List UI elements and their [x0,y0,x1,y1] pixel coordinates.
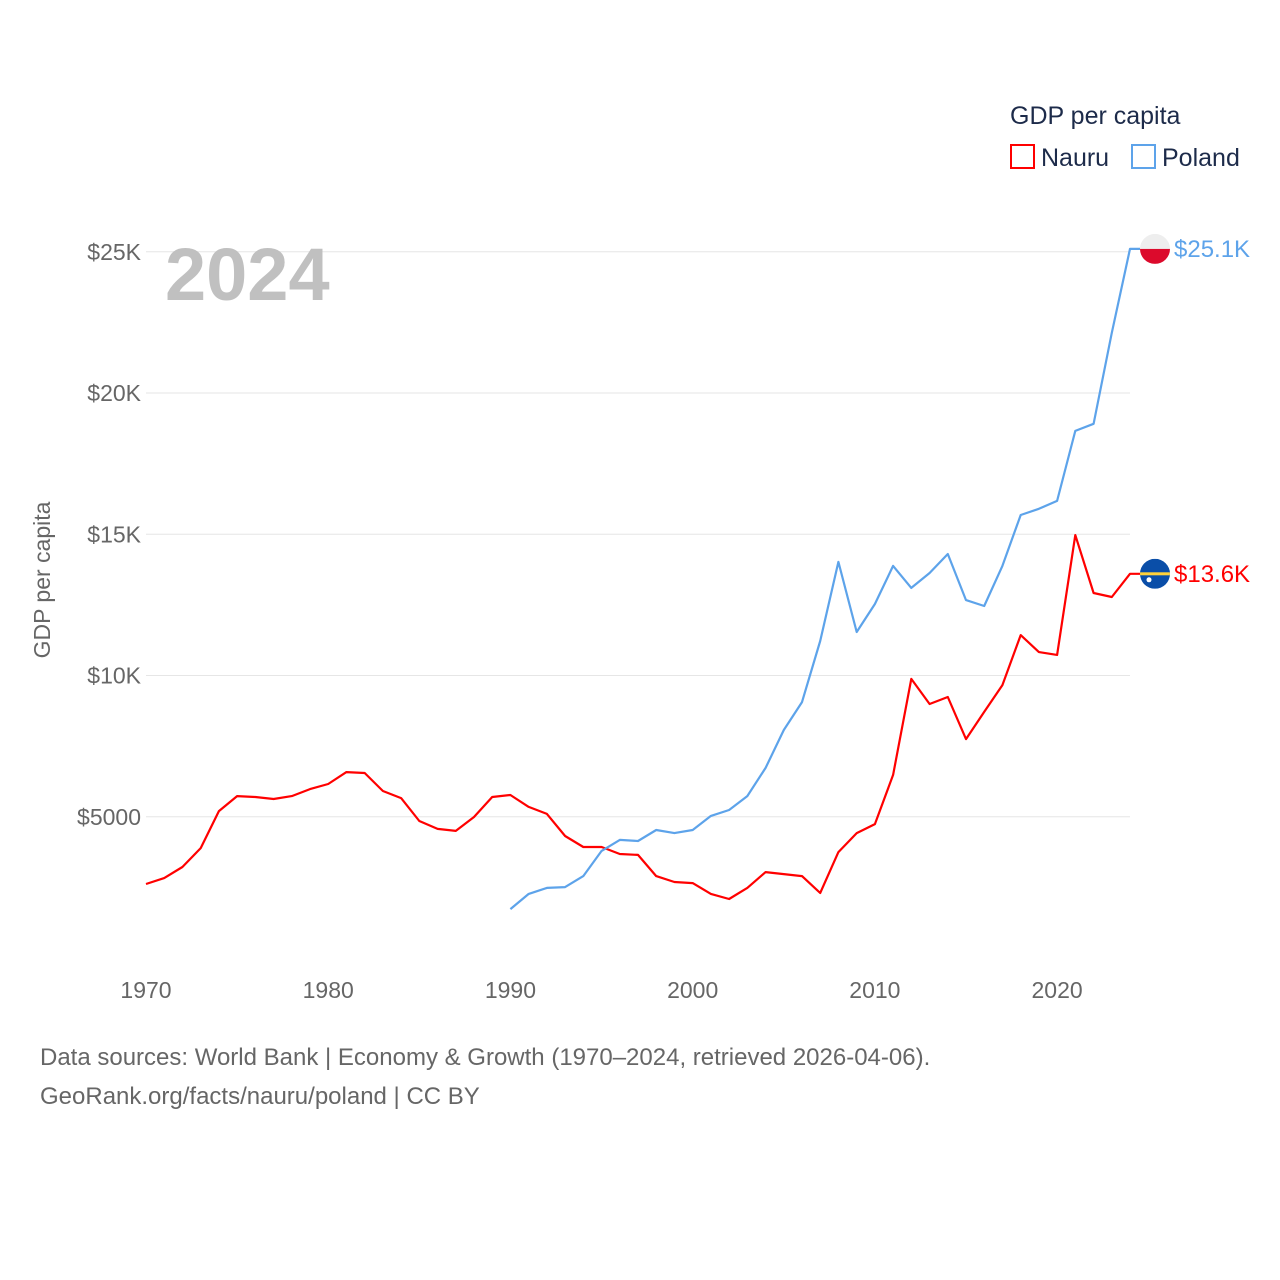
y-tick-label: $20K [87,380,141,406]
series-line-nauru[interactable] [145,533,1140,901]
end-label-poland: $25.1K [1174,236,1250,263]
end-label-nauru: $13.6K [1174,561,1250,588]
legend-label-poland[interactable]: Poland [1162,144,1240,172]
y-tick-label: $15K [87,521,141,547]
year-watermark: 2024 [165,233,330,316]
y-axis-label: GDP per capita [29,501,55,658]
flag-poland-icon [1140,233,1170,264]
legend: GDP per capita Nauru Poland [1010,102,1240,172]
x-tick-label: 2010 [849,977,900,1003]
y-tick-label: $10K [87,663,141,689]
y-tick-label: $25K [87,239,141,265]
legend-swatch-poland[interactable] [1131,144,1156,169]
y-tick-label: $5000 [77,804,141,830]
x-tick-label: 1990 [485,977,536,1003]
x-tick-label: 2000 [667,977,718,1003]
x-tick-label: 2020 [1032,977,1083,1003]
footer-link[interactable]: GeoRank.org/facts/nauru/poland | CC BY [40,1083,480,1110]
footer-sources: Data sources: World Bank | Economy & Gro… [40,1044,931,1071]
legend-title: GDP per capita [1010,102,1181,130]
series-line-poland[interactable] [509,247,1140,910]
flag-nauru-icon [1140,558,1170,589]
x-tick-label: 1980 [303,977,354,1003]
legend-swatch-nauru[interactable] [1010,144,1035,169]
legend-label-nauru[interactable]: Nauru [1041,144,1109,172]
x-tick-label: 1970 [120,977,171,1003]
